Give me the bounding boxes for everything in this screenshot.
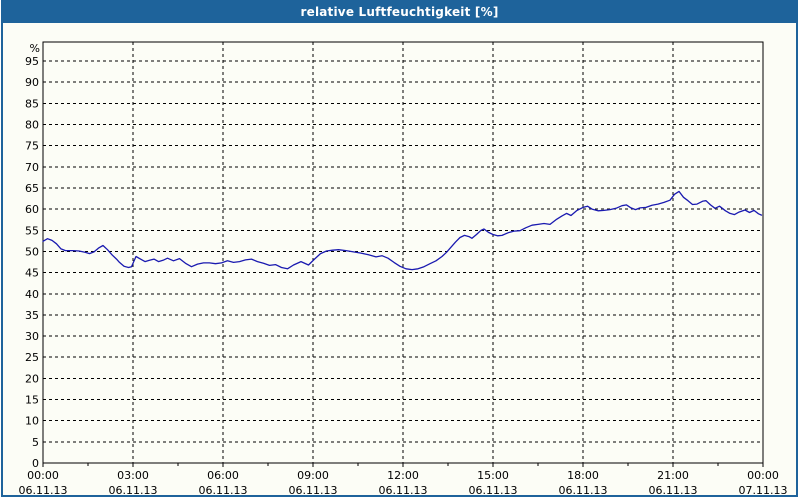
window-title: relative Luftfeuchtigkeit [%] xyxy=(300,5,499,19)
y-tick-label: 5 xyxy=(32,436,39,449)
x-tick-date-label: 06.11.13 xyxy=(559,484,608,497)
x-tick-time-label: 18:00 xyxy=(567,469,599,482)
x-tick-date-label: 06.11.13 xyxy=(109,484,158,497)
x-tick-date-label: 07.11.13 xyxy=(739,484,788,497)
y-tick-label: 70 xyxy=(25,161,39,174)
y-tick-label: 0 xyxy=(32,457,39,470)
x-tick-date-label: 06.11.13 xyxy=(199,484,248,497)
x-tick-date-label: 06.11.13 xyxy=(379,484,428,497)
y-tick-label: 45 xyxy=(25,267,39,280)
x-tick-time-label: 09:00 xyxy=(297,469,329,482)
window-titlebar[interactable]: relative Luftfeuchtigkeit [%] xyxy=(3,2,796,23)
x-tick-time-label: 03:00 xyxy=(117,469,149,482)
x-tick-time-label: 12:00 xyxy=(387,469,419,482)
y-tick-label: 35 xyxy=(25,309,39,322)
x-tick-time-label: 21:00 xyxy=(657,469,689,482)
plot-frame xyxy=(42,41,764,464)
chart-area: 0 5 10 15 20 25 30 35 40 45 50 55 60 65 70 75 80 85 90 95% 0… xyxy=(3,23,796,497)
y-tick-label: 65 xyxy=(25,182,39,195)
y-tick-label: 80 xyxy=(25,119,39,132)
y-tick-label: 55 xyxy=(25,224,39,237)
x-tick-date-label: 06.11.13 xyxy=(289,484,338,497)
y-tick-label: 95 xyxy=(25,55,39,68)
y-axis-unit-label: % xyxy=(30,42,40,55)
x-tick-time-label: 06:00 xyxy=(207,469,239,482)
y-tick-label: 30 xyxy=(25,330,39,343)
x-tick-time-label: 00:00 xyxy=(27,469,59,482)
y-tick-label: 90 xyxy=(25,76,39,89)
y-tick-label: 20 xyxy=(25,372,39,385)
y-tick-label: 10 xyxy=(25,415,39,428)
x-tick-time-label: 00:00 xyxy=(747,469,779,482)
y-tick-label: 50 xyxy=(25,245,39,258)
x-tick-date-label: 06.11.13 xyxy=(19,484,68,497)
y-tick-label: 60 xyxy=(25,203,39,216)
y-tick-label: 15 xyxy=(25,394,39,407)
humidity-series-line xyxy=(42,190,763,271)
x-tick-date-label: 06.11.13 xyxy=(469,484,518,497)
y-tick-label: 75 xyxy=(25,140,39,153)
x-tick-date-label: 06.11.13 xyxy=(649,484,698,497)
y-tick-label: 25 xyxy=(25,351,39,364)
humidity-line-chart: 0 5 10 15 20 25 30 35 40 45 50 55 60 65 70 75 80 85 90 95% 0… xyxy=(19,41,788,497)
y-tick-label: 85 xyxy=(25,97,39,110)
y-tick-label: 40 xyxy=(25,288,39,301)
x-tick-time-label: 15:00 xyxy=(477,469,509,482)
